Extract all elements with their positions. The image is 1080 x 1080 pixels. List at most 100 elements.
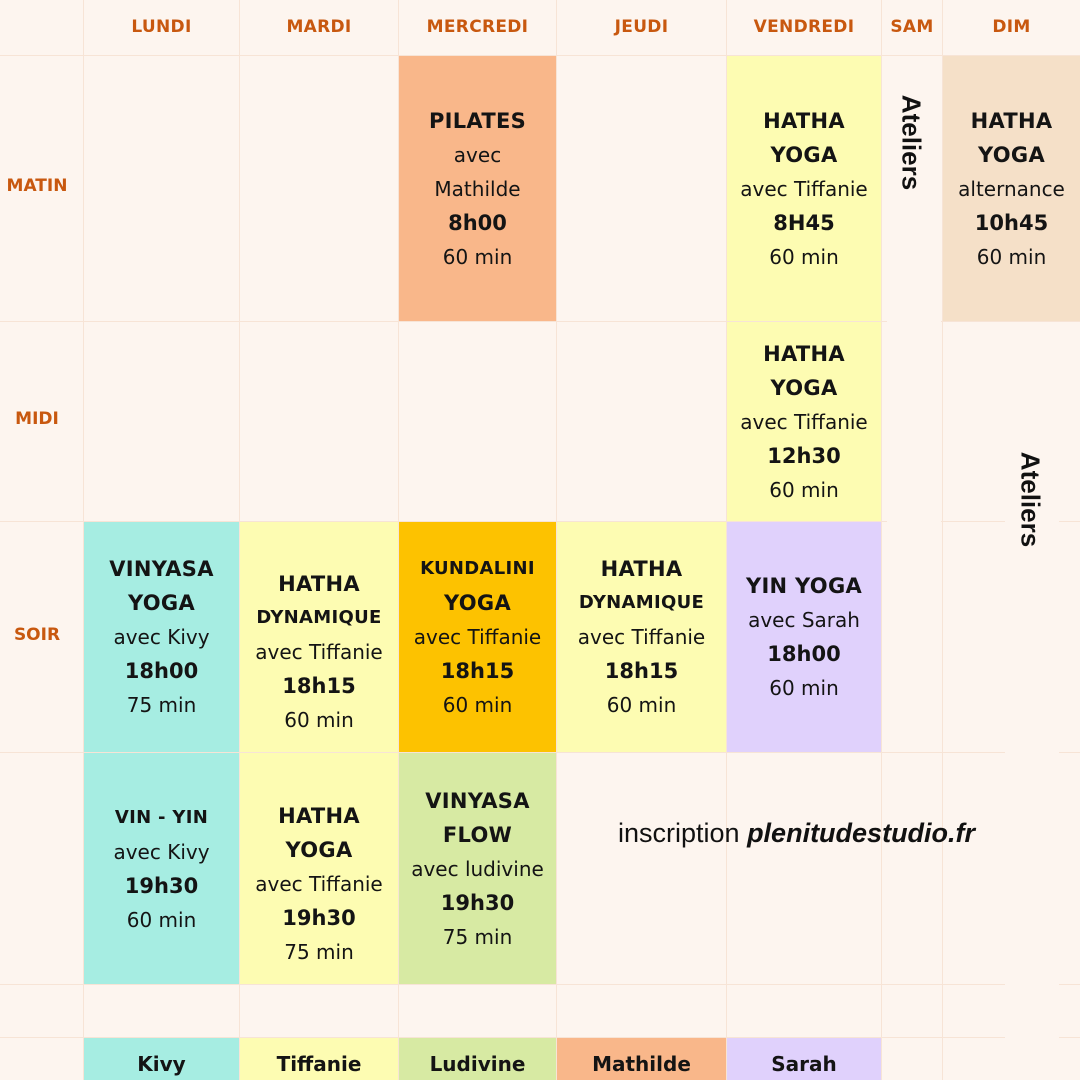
legend-tiffanie: Tiffanie [240,1038,398,1080]
class-title: HATHA [278,803,360,828]
class-title: YOGA [444,591,511,615]
day-header-jeudi: JEUDI [614,17,669,37]
class-card-vin-yin[interactable]: VIN - YIN avec Kivy 19h30 60 min [84,753,239,984]
class-title: HATHA [278,572,360,596]
grid-line [0,984,1080,985]
legend-ludivine: Ludivine [399,1038,556,1080]
class-title: YOGA [978,142,1045,167]
class-time: 18h15 [604,659,679,683]
class-teacher: avec Tiffanie [413,625,542,649]
class-time: 18h15 [282,674,356,698]
class-card-kundalini-yoga[interactable]: KUNDALINI YOGA avec Tiffanie 18h15 60 min [399,522,556,752]
class-teacher: alternance [958,176,1065,201]
grid-line [0,55,1080,56]
grid-line [0,1037,1080,1038]
class-card-pilates[interactable]: PILATES avec Mathilde 8h00 60 min [399,56,556,321]
class-title: VINYASA [425,788,530,813]
grid-line [239,0,240,1080]
class-time: 12h30 [767,443,841,468]
class-duration: 60 min [976,244,1047,269]
class-title: FLOW [442,822,513,847]
grid-line [556,0,557,1080]
ateliers-label-dimanche: Ateliers [1015,451,1046,548]
day-header-mardi: MARDI [286,17,352,37]
day-header-sam: SAM [890,17,934,37]
day-header-dim: DIM [992,17,1031,37]
legend-label: Kivy [137,1052,186,1076]
legend-label: Mathilde [592,1052,691,1076]
class-time: 10h45 [974,210,1049,235]
legend-kivy: Kivy [84,1038,239,1080]
legend-mathilde: Mathilde [557,1038,726,1080]
class-title: YOGA [770,375,838,400]
class-card-hatha-dynamique-jeudi[interactable]: HATHA DYNAMIQUE avec Tiffanie 18h15 60 min [557,522,726,752]
class-title: VINYASA [109,557,214,581]
class-time: 19h30 [282,905,356,930]
period-label-soir: SOIR [13,625,61,645]
class-title: YOGA [128,591,195,615]
class-teacher: avec [453,142,502,167]
class-duration: 60 min [284,708,354,732]
class-time: 19h30 [440,890,515,915]
class-card-hatha-yoga-mardi-soir[interactable]: HATHA YOGA avec Tiffanie 19h30 75 min [240,753,398,984]
class-card-vinyasa-flow[interactable]: VINYASA FLOW avec ludivine 19h30 75 min [399,753,556,984]
legend-label: Ludivine [429,1052,526,1076]
class-duration: 75 min [126,693,197,717]
class-card-hatha-dynamique-mardi[interactable]: HATHA DYNAMIQUE avec Tiffanie 18h15 60 min [240,522,398,752]
class-title: DYNAMIQUE [256,607,382,628]
class-card-yin-yoga[interactable]: YIN YOGA avec Sarah 18h00 60 min [727,522,881,752]
period-label-matin: MATIN [6,176,68,196]
class-time: 8H45 [773,210,835,235]
grid-line [942,0,943,1080]
inscription-text: inscription plenitudestudio.fr [618,818,975,849]
legend-sarah: Sarah [727,1038,881,1080]
class-time: 19h30 [124,873,199,898]
class-teacher: avec Sarah [748,608,860,632]
class-time: 18h00 [767,642,841,666]
day-header-lundi: LUNDI [131,17,192,37]
class-duration: 60 min [442,693,513,717]
class-title: YIN YOGA [745,574,863,598]
class-time: 18h15 [440,659,515,683]
grid-line [0,521,1080,522]
inscription-prefix: inscription [618,818,748,848]
class-duration: 60 min [442,244,513,269]
class-duration: 60 min [769,244,839,269]
ateliers-label-samedi: Ateliers [896,94,927,191]
class-teacher: avec ludivine [411,856,544,881]
grid-line [0,752,1080,753]
website-link[interactable]: plenitudestudio.fr [747,818,976,848]
class-duration: 60 min [769,676,839,700]
class-teacher: avec Tiffanie [740,409,868,434]
class-title: DYNAMIQUE [578,592,705,613]
class-duration: 60 min [126,907,197,932]
class-card-vinyasa-yoga[interactable]: VINYASA YOGA avec Kivy 18h00 75 min [84,522,239,752]
class-title: HATHA [763,341,845,366]
day-header-mercredi: MERCREDI [426,17,529,37]
grid-line [83,0,84,1080]
atelier-column-dim [1005,323,1059,1080]
class-teacher: avec Tiffanie [255,640,383,664]
class-time: 18h00 [124,659,199,683]
grid-line [0,321,1080,322]
class-card-hatha-yoga-vendredi-matin[interactable]: HATHA YOGA avec Tiffanie 8H45 60 min [727,56,881,321]
class-title: HATHA [763,108,845,133]
class-title: YOGA [285,837,353,862]
class-teacher: avec Kivy [113,625,210,649]
class-teacher: avec Tiffanie [255,871,383,896]
day-header-vendredi: VENDREDI [753,17,855,37]
class-teacher: avec Tiffanie [577,625,706,649]
class-teacher: avec Kivy [113,839,210,864]
class-duration: 75 min [284,939,354,964]
period-label-midi: MIDI [15,409,59,429]
class-title: KUNDALINI [420,558,535,579]
class-card-hatha-yoga-vendredi-midi[interactable]: HATHA YOGA avec Tiffanie 12h30 60 min [727,322,881,521]
class-duration: 60 min [606,693,677,717]
class-title: PILATES [428,108,527,133]
atelier-column-sam [887,56,941,752]
legend-label: Tiffanie [276,1052,362,1076]
grid-line [881,0,882,1080]
class-card-hatha-yoga-dimanche[interactable]: HATHA YOGA alternance 10h45 60 min [943,56,1080,321]
class-duration: 60 min [769,477,839,502]
